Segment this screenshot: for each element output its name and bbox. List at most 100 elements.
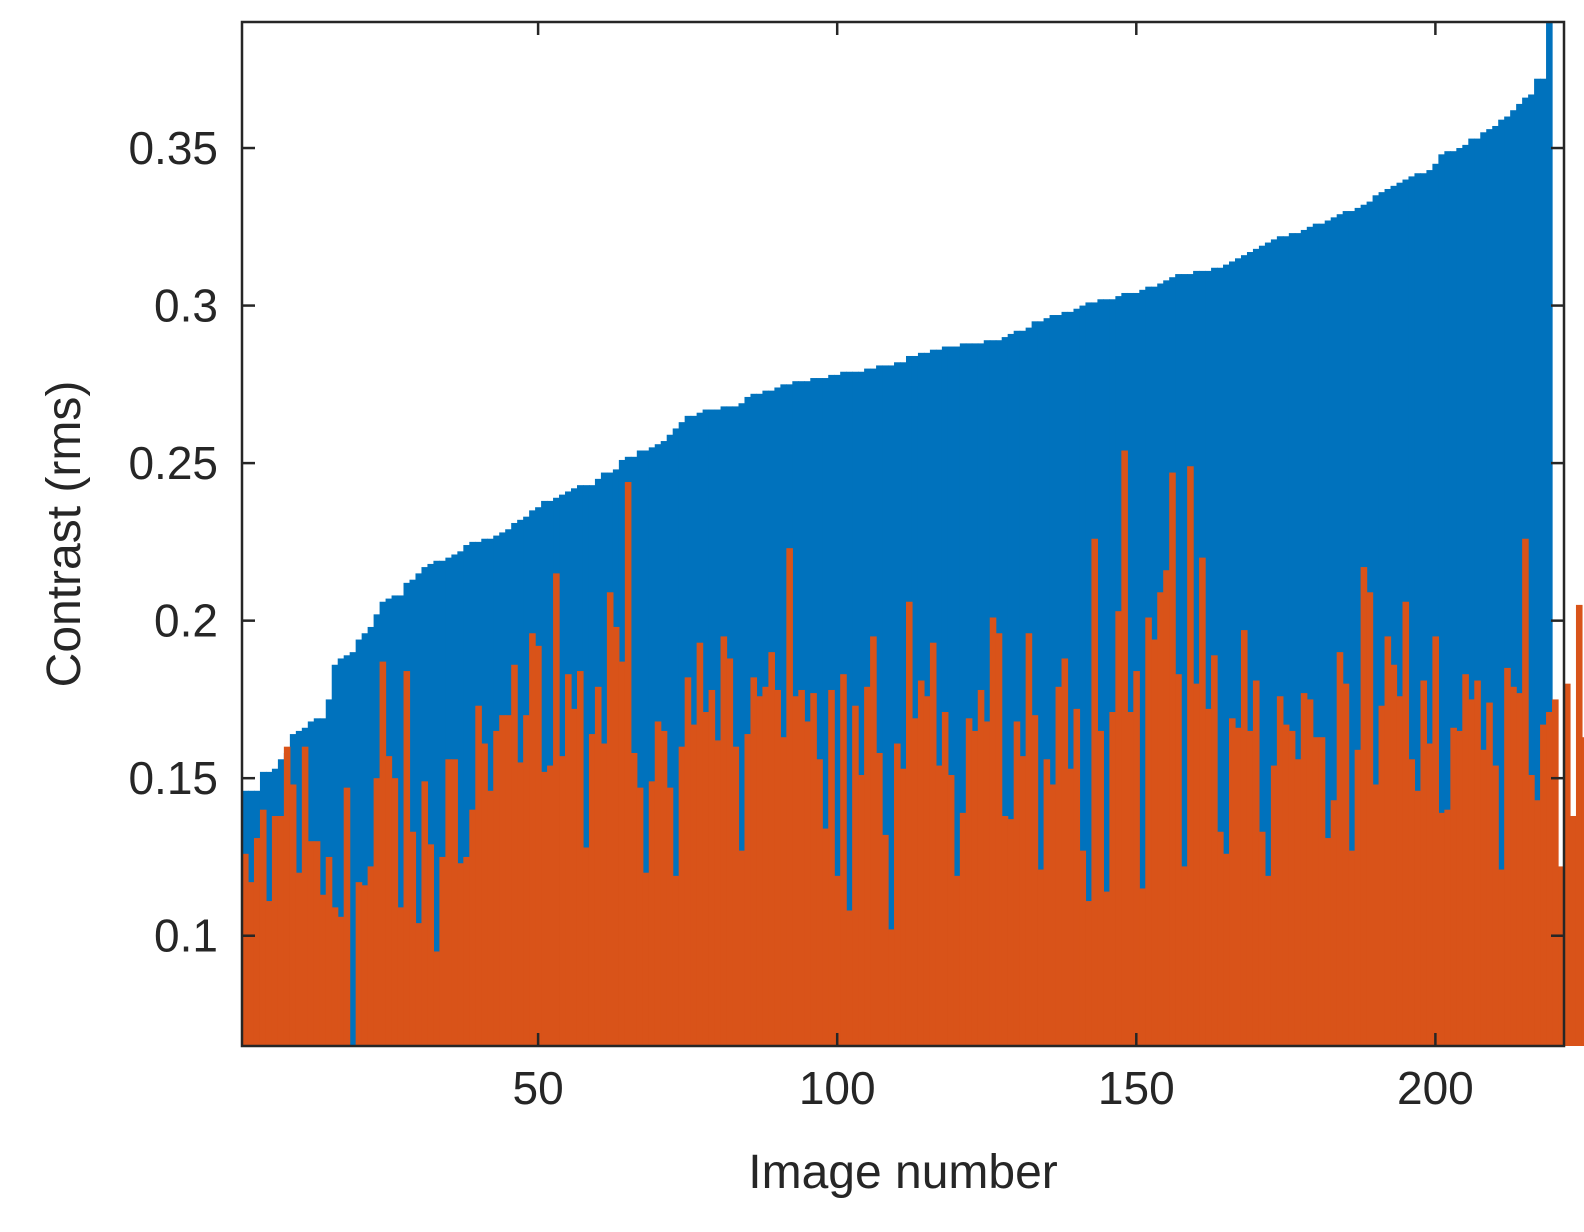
bar-series2-14: [319, 894, 327, 1046]
x-tick-label-150: 150: [1098, 1062, 1175, 1114]
bar-series1-205: [1462, 144, 1469, 1046]
bar-series2-125: [983, 721, 991, 1046]
bar-series2-134: [1037, 869, 1045, 1046]
bar-series2-116: [929, 642, 937, 1046]
bar-series2-44: [499, 715, 506, 1046]
bar-series2-39: [469, 809, 476, 1046]
bar-series1-199: [1426, 170, 1433, 1047]
bar-series2-91: [780, 737, 787, 1046]
bar-series2-186: [1348, 850, 1356, 1046]
bar-series2-139: [1067, 768, 1075, 1046]
bar-series1-109: [888, 365, 895, 1046]
bar-series1-97: [816, 378, 823, 1046]
bar-series2-145: [1103, 891, 1110, 1046]
bar-series2-107: [876, 752, 883, 1046]
bar-series2-75: [684, 677, 692, 1046]
bar-series1-176: [1288, 233, 1296, 1047]
bar-series2-114: [917, 680, 925, 1046]
bar-series2-2: [247, 882, 255, 1046]
bar-series2-47: [517, 762, 524, 1046]
bar-series1-174: [1276, 236, 1284, 1046]
bar-series2-181: [1318, 737, 1326, 1046]
bar-series1-201: [1438, 154, 1445, 1046]
bar-series2-172: [1264, 875, 1272, 1046]
bar-series2-195: [1402, 601, 1410, 1046]
bar-series1-144: [1097, 299, 1104, 1046]
bar-series1-14: [319, 718, 327, 1046]
bar-series1-218: [1540, 78, 1547, 1046]
bar-series2-175: [1282, 724, 1290, 1046]
bar-series1-119: [947, 346, 955, 1046]
bar-series2-184: [1336, 652, 1344, 1046]
bar-series1-150: [1133, 292, 1140, 1047]
bar-series2-9: [289, 784, 297, 1046]
bar-series2-187: [1354, 749, 1362, 1046]
bar-series2-83: [732, 746, 740, 1046]
bar-series1-165: [1223, 264, 1230, 1046]
bar-series2-213: [1510, 686, 1517, 1046]
bar-series2-21: [361, 885, 369, 1046]
bar-series2-38: [463, 856, 470, 1046]
bar-series2-66: [630, 752, 638, 1046]
bar-series1-140: [1073, 308, 1081, 1047]
bar-series1-118: [941, 346, 949, 1046]
bar-series2-73: [672, 875, 680, 1046]
bar-series1-37: [457, 551, 464, 1046]
bar-series2-54: [559, 756, 566, 1046]
bar-series1-216: [1528, 94, 1535, 1047]
bar-series2-74: [678, 746, 686, 1046]
bar-series1-136: [1049, 315, 1057, 1046]
bar-series2-93: [792, 696, 799, 1046]
bar-series2-16: [331, 907, 339, 1046]
bar-series2-216: [1528, 775, 1535, 1046]
bar-series1-21: [361, 633, 369, 1046]
bar-series2-162: [1205, 708, 1212, 1046]
bar-series2-194: [1396, 696, 1404, 1046]
bar-series2-108: [882, 834, 889, 1046]
bar-series2-208: [1480, 749, 1487, 1046]
bar-series2-110: [894, 743, 901, 1046]
bar-series1-17: [337, 658, 345, 1046]
bar-series2-128: [1001, 815, 1009, 1046]
bar-series1-108: [882, 365, 889, 1046]
bar-series2-161: [1199, 557, 1206, 1046]
bar-series1-29: [409, 579, 417, 1046]
bar-series1-182: [1324, 220, 1332, 1046]
bar-series1-104: [858, 371, 865, 1046]
bar-series2-31: [421, 781, 429, 1046]
bar-series2-64: [618, 661, 626, 1046]
bar-series1-130: [1013, 330, 1021, 1046]
bar-series2-167: [1235, 727, 1242, 1046]
bar-series2-158: [1181, 866, 1188, 1046]
bar-series1-213: [1510, 110, 1517, 1047]
bar-series2-97: [816, 759, 823, 1046]
bar-series2-109: [888, 929, 895, 1046]
bar-series2-12: [307, 841, 315, 1046]
bar-series2-98: [822, 828, 829, 1046]
bar-series2-133: [1031, 715, 1039, 1046]
bar-series2-200: [1432, 636, 1439, 1046]
bar-series2-223: [1569, 815, 1577, 1046]
y-tick-label-0.3: 0.3: [154, 280, 218, 332]
bar-series1-208: [1480, 132, 1487, 1046]
bar-series1-39: [469, 541, 476, 1046]
x-axis-label: Image number: [748, 1146, 1058, 1199]
bar-series1-146: [1109, 299, 1116, 1046]
bar-series1-22: [367, 626, 375, 1046]
bar-series1-170: [1252, 248, 1260, 1047]
bar-series1-203: [1450, 151, 1457, 1046]
bar-series2-112: [905, 601, 913, 1046]
y-axis-label: Contrast (rms): [38, 381, 91, 688]
bar-series1-184: [1336, 214, 1344, 1046]
bar-series2-96: [810, 693, 817, 1046]
bar-series2-142: [1085, 901, 1093, 1046]
bar-series1-162: [1205, 270, 1212, 1046]
bar-series2-155: [1163, 570, 1170, 1046]
bar-series1-181: [1318, 223, 1326, 1046]
bar-series2-173: [1270, 765, 1278, 1046]
bar-series2-60: [594, 686, 602, 1046]
bar-series2-221: [1558, 866, 1565, 1046]
bar-series2-137: [1055, 686, 1063, 1046]
bar-series2-92: [786, 548, 793, 1046]
bar-series1-196: [1408, 176, 1416, 1046]
